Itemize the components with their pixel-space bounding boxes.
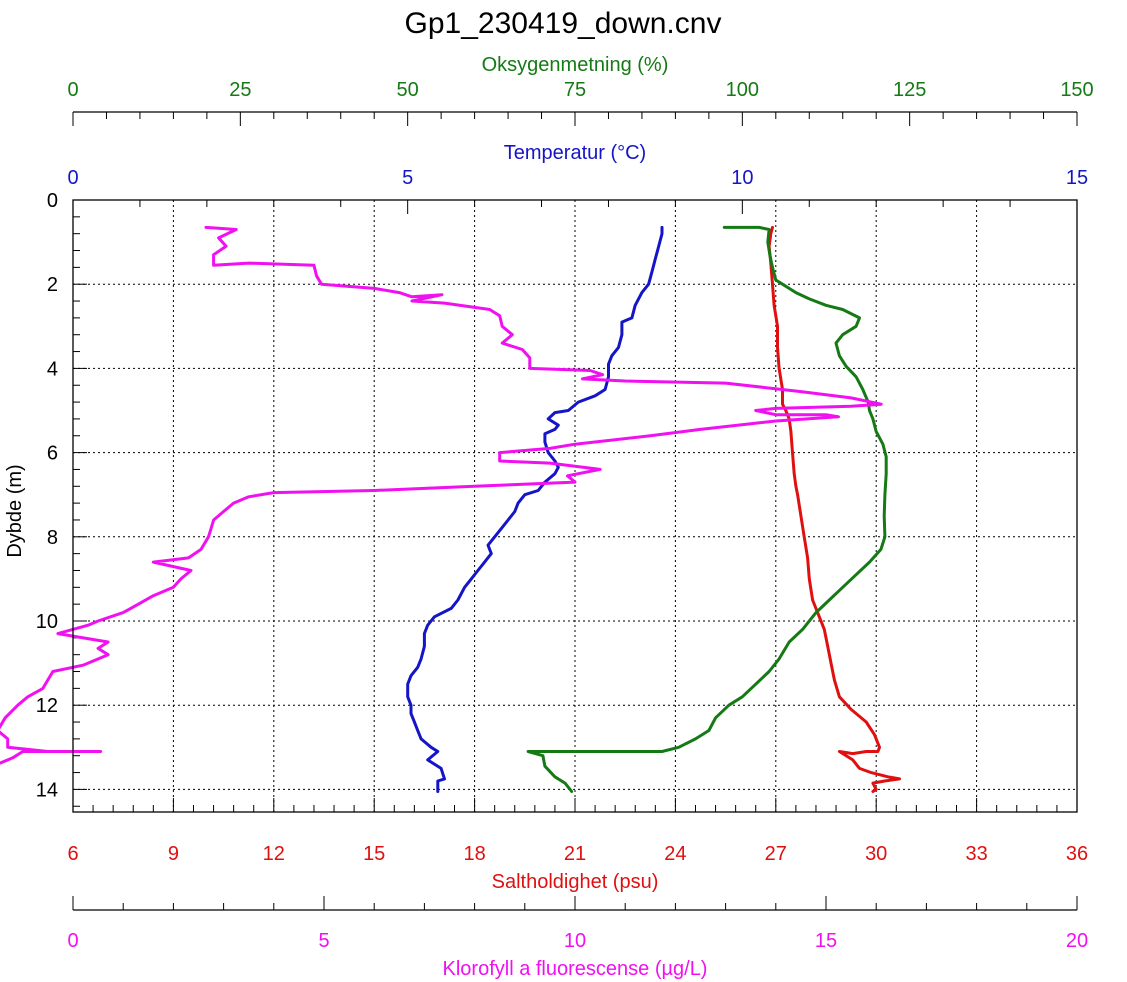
oxygen-tick-label: 150 [1060,79,1093,101]
depth-tick-label: 4 [47,358,58,380]
chl-tick-label: 10 [564,930,586,952]
oxygen-tick-label: 75 [564,79,586,101]
plot-frame [72,199,1078,813]
temperature-axis: Temperatur (°C) 0 5 10 15 [67,142,1088,214]
temp-tick-label: 10 [731,167,753,189]
salinity-tick-label: 12 [263,843,285,865]
temp-tick-label: 0 [67,167,78,189]
chart-title: Gp1_230419_down.cnv [405,7,722,40]
depth-tick-label: 8 [47,527,58,549]
temperature-axis-label: Temperatur (°C) [504,142,646,164]
depth-axis: Dybde (m) 0 2 4 6 8 10 12 14 [4,190,87,807]
depth-tick-label: 2 [47,274,58,296]
temp-tick-label: 15 [1066,167,1088,189]
chlorophyll-axis: Klorofyll a fluorescense (µg/L) 0 5 10 15 20 [67,896,1088,980]
salinity-tick-label: 30 [865,843,887,865]
salinity-series [767,225,902,793]
depth-axis-label: Dybde (m) [4,464,26,557]
depth-tick-label: 0 [47,190,58,212]
chl-tick-label: 15 [815,930,837,952]
salinity-tick-label: 33 [965,843,987,865]
salinity-tick-label: 6 [67,843,78,865]
depth-tick-label: 6 [47,443,58,465]
salinity-tick-label: 27 [765,843,787,865]
oxygen-axis-label: Oksygenmetning (%) [482,54,669,76]
salinity-tick-label: 24 [664,843,686,865]
chlorophyll-axis-label: Klorofyll a fluorescense (µg/L) [443,958,708,980]
grid-lines [73,200,1077,812]
chl-tick-label: 0 [67,930,78,952]
salinity-tick-label: 18 [463,843,485,865]
salinity-tick-label: 9 [168,843,179,865]
oxygen-tick-label: 100 [726,79,759,101]
depth-tick-label: 14 [36,779,58,801]
salinity-tick-label: 21 [564,843,586,865]
chl-tick-label: 20 [1066,930,1088,952]
data-series [0,225,902,793]
chlorophyll-series [0,225,883,765]
salinity-axis-label: Saltholdighet (psu) [492,871,659,893]
salinity-axis: Saltholdighet (psu) 6 9 12 15 18 21 24 27 30 33 36 [67,798,1088,893]
temp-tick-label: 5 [402,167,413,189]
temperature-series [406,225,664,793]
oxygen-tick-label: 0 [67,79,78,101]
oxygen-tick-label: 50 [397,79,419,101]
depth-tick-label: 10 [36,611,58,633]
oxygen-tick-label: 25 [229,79,251,101]
salinity-tick-label: 15 [363,843,385,865]
salinity-tick-label: 36 [1066,843,1088,865]
oxygen-series [526,225,888,793]
oxygen-tick-label: 125 [893,79,926,101]
depth-tick-label: 12 [36,695,58,717]
chl-tick-label: 5 [318,930,329,952]
oxygen-axis: Oksygenmetning (%) 0 25 50 75 100 125 150 [67,54,1094,126]
